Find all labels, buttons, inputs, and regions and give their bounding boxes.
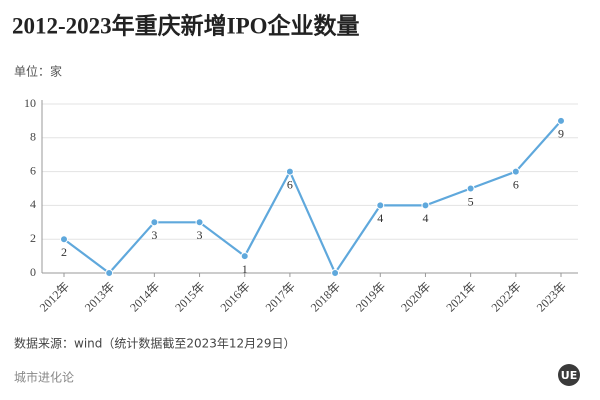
- value-label: 9: [558, 127, 564, 141]
- value-label: 3: [197, 228, 203, 242]
- data-point: [105, 269, 114, 277]
- value-label: 6: [513, 177, 519, 191]
- value-label: 2: [61, 245, 67, 259]
- y-tick-label: 8: [30, 130, 36, 144]
- data-point: [60, 235, 68, 244]
- value-label: 6: [287, 177, 293, 191]
- value-label: 4: [422, 211, 428, 225]
- value-label: 3: [151, 228, 157, 242]
- data-point: [376, 201, 385, 210]
- x-tick-label: 2020年: [398, 279, 433, 314]
- x-tick-label: 2019年: [353, 279, 388, 314]
- value-label: 1: [242, 262, 248, 276]
- x-tick-label: 2021年: [443, 279, 478, 314]
- logo-badge: [558, 364, 580, 386]
- x-tick-label: 2023年: [534, 279, 569, 314]
- data-line: [63, 120, 562, 276]
- x-tick-label: 2016年: [217, 279, 252, 314]
- x-tick-label: 2015年: [172, 279, 207, 314]
- x-tick-label: 2012年: [37, 279, 72, 314]
- data-point: [331, 269, 340, 277]
- data-point: [511, 167, 520, 176]
- x-tick-label: 2014年: [127, 279, 162, 314]
- x-tick-label: 2018年: [308, 279, 343, 314]
- unit-label: 单位：家: [14, 64, 62, 79]
- value-label: 4: [377, 211, 383, 225]
- x-tick-label: 2017年: [263, 279, 298, 314]
- data-point: [421, 201, 430, 210]
- chart-title: 2012-2023年重庆新增IPO企业数量: [12, 12, 360, 38]
- x-tick-label: 2022年: [489, 279, 524, 314]
- data-point: [240, 252, 249, 261]
- data-point: [195, 218, 204, 227]
- logo-text: UE: [561, 369, 577, 382]
- data-point: [150, 218, 159, 227]
- data-point: [557, 116, 565, 125]
- value-label: 5: [468, 194, 474, 208]
- y-tick-label: 10: [24, 96, 36, 110]
- footer-brand: 城市进化论: [14, 370, 74, 385]
- y-tick-label: 6: [30, 163, 36, 177]
- x-tick-label: 2013年: [82, 279, 117, 314]
- y-tick-label: 4: [30, 197, 36, 211]
- source-note: 数据来源：wind（统计数据截至2023年12月29日）: [14, 336, 295, 351]
- data-point: [466, 184, 475, 193]
- data-point: [285, 167, 294, 176]
- y-tick-label: 2: [30, 231, 36, 245]
- y-tick-label: 0: [30, 265, 36, 279]
